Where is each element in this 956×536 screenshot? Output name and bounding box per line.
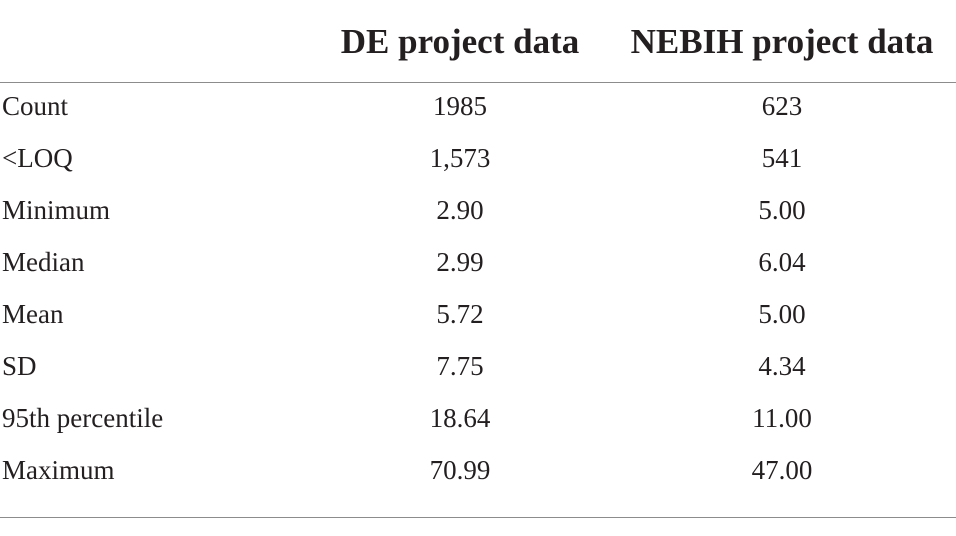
nebih-value: 47.00 — [751, 455, 813, 485]
de-value: 7.75 — [436, 351, 484, 381]
de-value: 5.72 — [436, 299, 484, 329]
row-label: SD — [2, 351, 37, 381]
table-row: Median 2.99 6.04 — [0, 238, 956, 290]
row-label: 95th percentile — [2, 403, 164, 433]
table-bottom-rule — [0, 517, 956, 518]
row-label: Minimum — [2, 195, 111, 225]
table-row: Maximum 70.99 47.00 — [0, 446, 956, 498]
nebih-value: 5.00 — [758, 195, 806, 225]
row-label: Count — [2, 91, 69, 121]
de-value: 2.90 — [436, 195, 484, 225]
row-label: Median — [2, 247, 85, 277]
table-row: Minimum 2.90 5.00 — [0, 186, 956, 238]
header-de-project-data: DE project data — [340, 22, 580, 61]
table-row: 95th percentile 18.64 11.00 — [0, 394, 956, 446]
table-row: SD 7.75 4.34 — [0, 342, 956, 394]
nebih-value: 4.34 — [758, 351, 806, 381]
table-row: Count 1985 623 — [0, 82, 956, 134]
de-value: 70.99 — [429, 455, 491, 485]
nebih-value: 11.00 — [752, 403, 812, 433]
nebih-value: 5.00 — [758, 299, 806, 329]
nebih-value: 541 — [761, 143, 803, 173]
nebih-value: 623 — [761, 91, 803, 121]
de-value: 1985 — [433, 91, 487, 121]
table-row: <LOQ 1,573 541 — [0, 134, 956, 186]
row-label: Mean — [2, 299, 64, 329]
nebih-value: 6.04 — [758, 247, 806, 277]
row-label: Maximum — [2, 455, 115, 485]
header-divider — [0, 82, 956, 83]
table-row: Mean 5.72 5.00 — [0, 290, 956, 342]
row-label: <LOQ — [2, 143, 73, 173]
de-value: 2.99 — [436, 247, 484, 277]
de-value: 18.64 — [429, 403, 491, 433]
header-nebih-project-data: NEBIH project data — [630, 22, 934, 61]
table-header: DE project data NEBIH project data — [0, 0, 956, 82]
de-value: 1,573 — [429, 143, 491, 173]
